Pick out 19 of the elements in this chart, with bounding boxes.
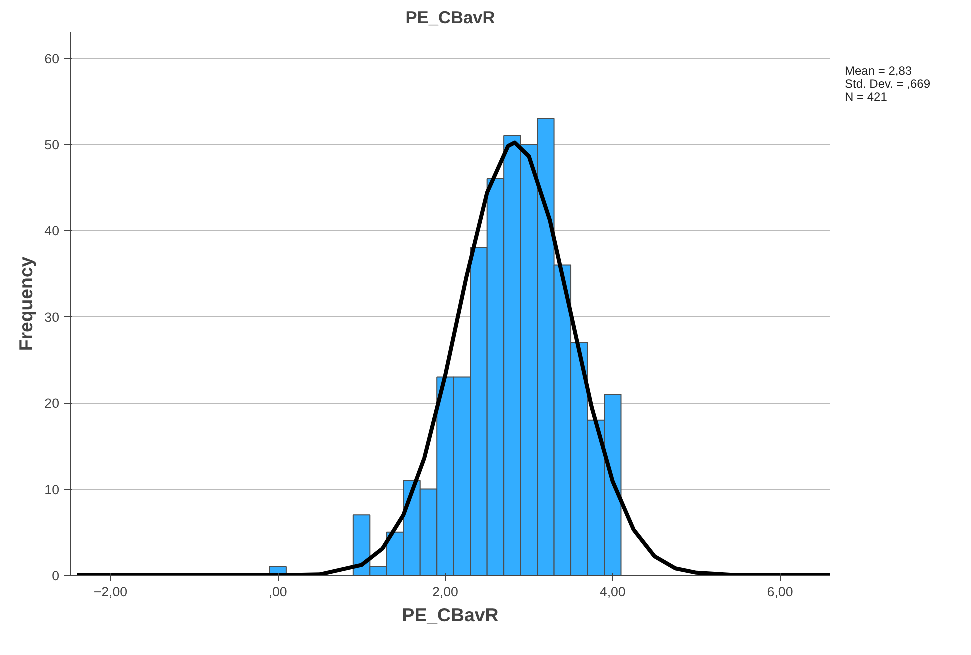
text: N = 421 — [845, 90, 888, 104]
line-series — [75, 140, 830, 576]
chart-title: PE_CBavR — [406, 8, 496, 28]
x-tick-label: 4,00 — [600, 584, 626, 600]
y-axis-title: Frequency — [16, 256, 37, 352]
x-tick-label: 2,00 — [432, 584, 458, 600]
x-tick-label: ,00 — [268, 584, 288, 600]
y-tick-label: 60 — [44, 51, 60, 66]
y-tick-label: 20 — [44, 396, 60, 412]
text: Std. Dev. = ,669 — [845, 77, 930, 91]
y-tick-label: 40 — [44, 224, 60, 239]
y-tick-label: 0 — [52, 568, 60, 584]
x-axis-title: PE_CBavR — [402, 604, 500, 626]
x-tick-label: −2,00 — [94, 584, 128, 600]
y-tick-label: 10 — [44, 482, 60, 498]
x-tick-label: 6,00 — [767, 584, 794, 600]
y-tick-label: 50 — [44, 138, 60, 153]
text: Mean = 2,83 — [845, 64, 912, 78]
y-tick-label: 30 — [44, 310, 60, 325]
